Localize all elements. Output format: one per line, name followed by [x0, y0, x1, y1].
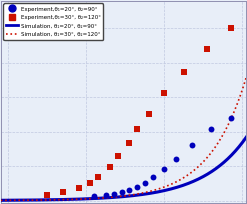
Point: [205, 47, 209, 51]
Point: [209, 127, 213, 131]
Point: [112, 192, 116, 195]
Point: [143, 181, 147, 184]
Point: [229, 27, 233, 30]
Point: [135, 185, 139, 188]
Point: [88, 181, 92, 184]
Point: [108, 166, 112, 169]
Point: [120, 191, 124, 194]
Point: [127, 188, 131, 191]
Point: [116, 155, 120, 158]
Point: [45, 193, 49, 197]
Point: [151, 175, 155, 179]
Point: [96, 175, 100, 179]
Point: [163, 167, 166, 171]
Legend: Experiment,θ₁=20°, θ₂=90°, Experiment,θ₁=30°, θ₂=120°, Simulation, θ₁=20°, θ₂=90: Experiment,θ₁=20°, θ₂=90°, Experiment,θ₁…: [3, 3, 103, 40]
Point: [104, 193, 108, 197]
Point: [127, 141, 131, 144]
Point: [135, 127, 139, 131]
Point: [190, 144, 194, 147]
Point: [61, 191, 65, 194]
Point: [163, 91, 166, 95]
Point: [174, 157, 178, 161]
Point: [229, 116, 233, 120]
Point: [77, 186, 81, 190]
Point: [147, 112, 151, 115]
Point: [182, 71, 186, 74]
Point: [92, 195, 96, 198]
